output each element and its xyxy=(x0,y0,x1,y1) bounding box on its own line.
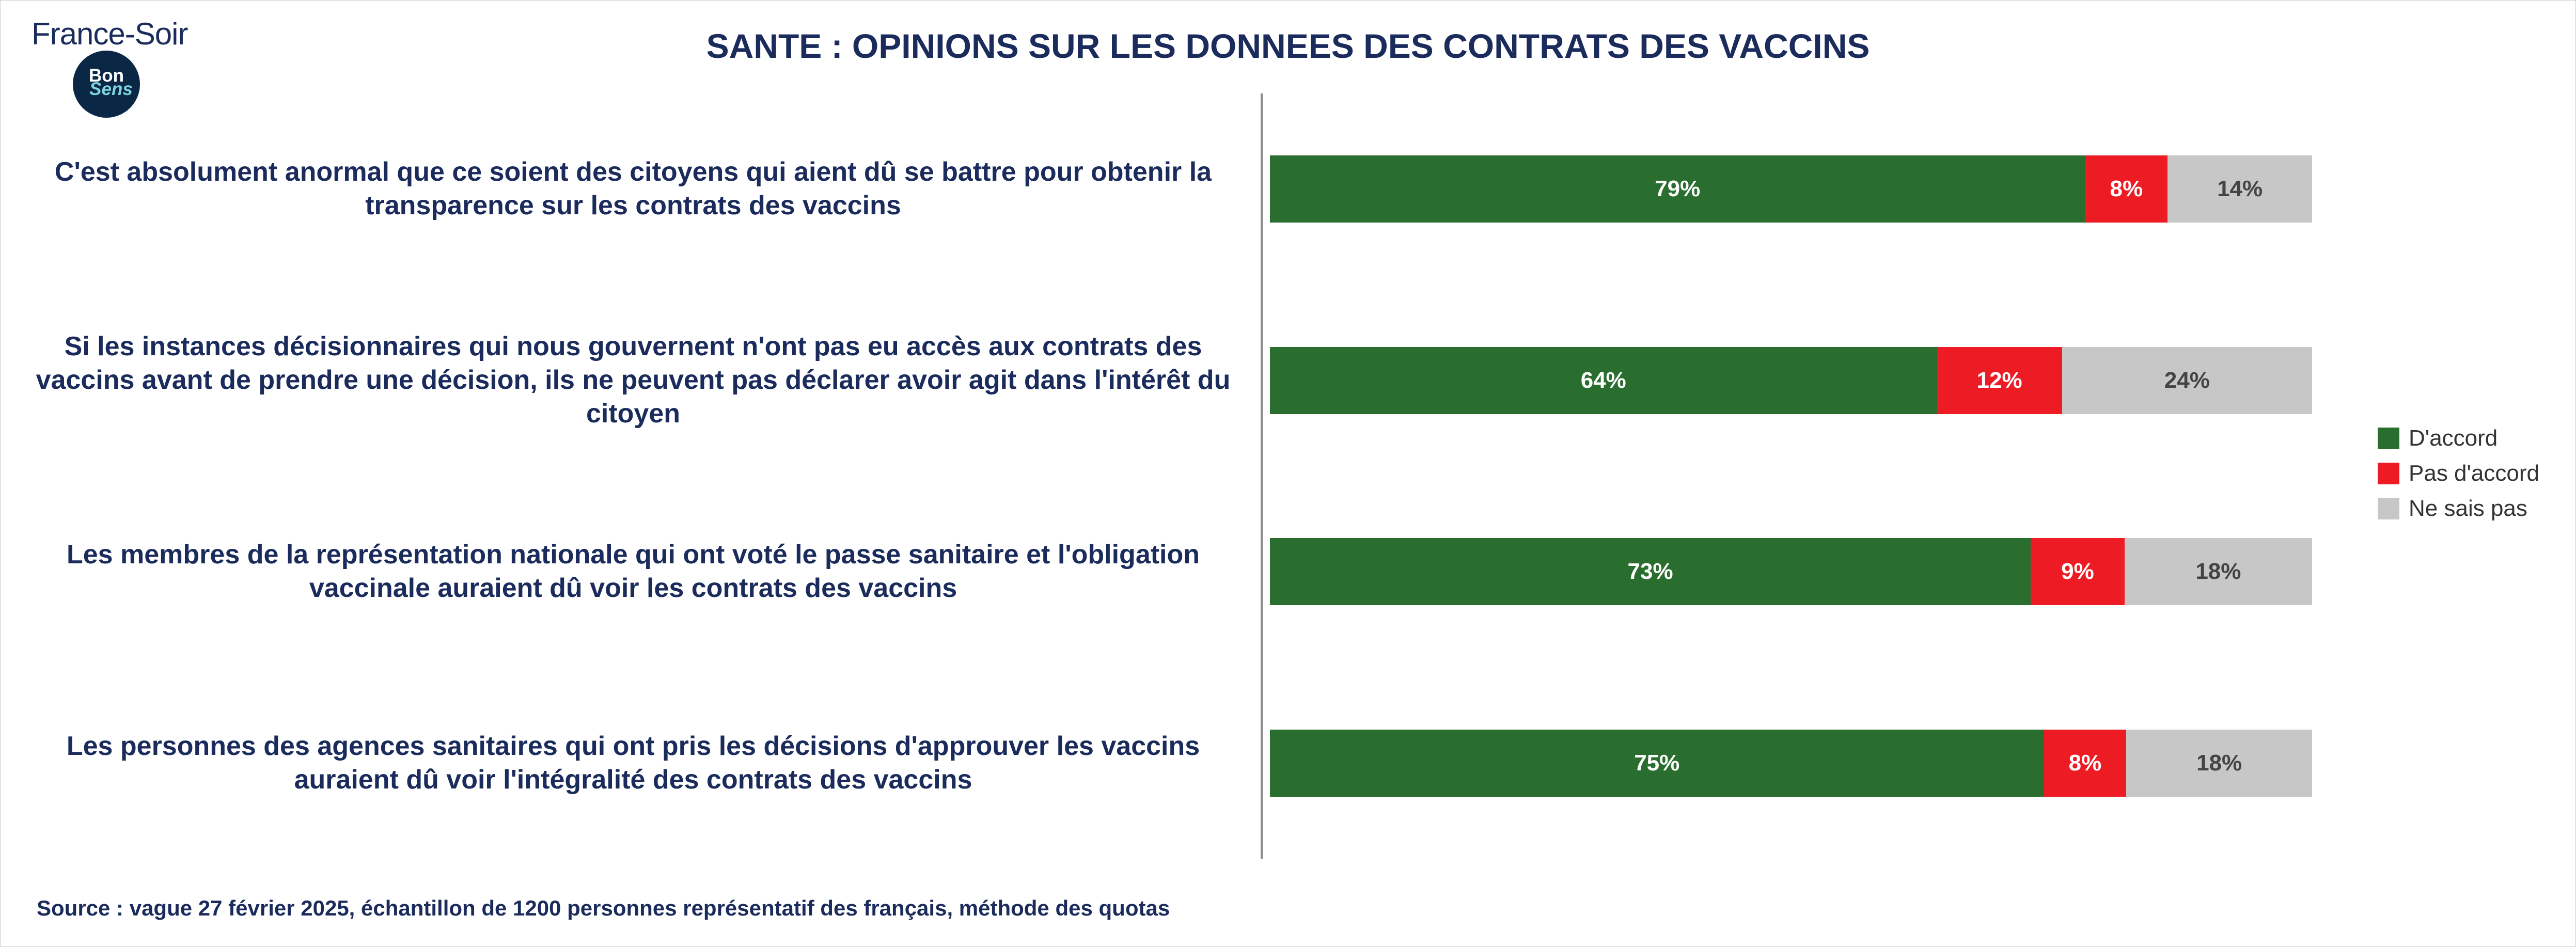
row-label: Les membres de la représentation nationa… xyxy=(32,476,1261,668)
bar-cell: 73%9%18% xyxy=(1269,476,2312,668)
chart-row: Les membres de la représentation nationa… xyxy=(32,476,2312,668)
legend-item: D'accord xyxy=(2378,425,2539,451)
plot-area: C'est absolument anormal que ce soient d… xyxy=(32,93,2312,859)
axis-divider xyxy=(1261,285,1263,477)
bar-segment-disagree: 8% xyxy=(2044,730,2127,797)
bar-cell: 64%12%24% xyxy=(1269,285,2312,477)
row-label: Les personnes des agences sanitaires qui… xyxy=(32,668,1261,859)
bar-segment-dontknow: 18% xyxy=(2126,730,2312,797)
chart-title: SANTE : OPINIONS SUR LES DONNEES DES CON… xyxy=(1,26,2575,66)
bar-track: 73%9%18% xyxy=(1270,538,2312,605)
bar-segment-agree: 75% xyxy=(1270,730,2044,797)
axis-divider xyxy=(1261,93,1263,285)
legend-swatch xyxy=(2378,463,2399,484)
source-text: Source : vague 27 février 2025, échantil… xyxy=(37,896,1170,921)
legend-label: D'accord xyxy=(2409,425,2498,451)
bar-segment-dontknow: 18% xyxy=(2125,538,2312,605)
bar-track: 75%8%18% xyxy=(1270,730,2312,797)
row-label: C'est absolument anormal que ce soient d… xyxy=(32,93,1261,285)
bar-cell: 79%8%14% xyxy=(1269,93,2312,285)
bar-segment-agree: 64% xyxy=(1270,347,1937,414)
bar-segment-disagree: 12% xyxy=(1937,347,2062,414)
axis-divider xyxy=(1261,668,1263,859)
chart-row: C'est absolument anormal que ce soient d… xyxy=(32,93,2312,285)
bar-segment-agree: 79% xyxy=(1270,155,2085,223)
legend-item: Pas d'accord xyxy=(2378,461,2539,486)
chart-row: Si les instances décisionnaires qui nous… xyxy=(32,285,2312,477)
row-label: Si les instances décisionnaires qui nous… xyxy=(32,285,1261,477)
bar-segment-dontknow: 24% xyxy=(2062,347,2312,414)
legend-item: Ne sais pas xyxy=(2378,496,2539,522)
bar-track: 64%12%24% xyxy=(1270,347,2312,414)
chart-row: Les personnes des agences sanitaires qui… xyxy=(32,668,2312,859)
bar-cell: 75%8%18% xyxy=(1269,668,2312,859)
legend: D'accord Pas d'accord Ne sais pas xyxy=(2378,416,2539,531)
legend-label: Pas d'accord xyxy=(2409,461,2539,486)
bar-track: 79%8%14% xyxy=(1270,155,2312,223)
bar-segment-disagree: 9% xyxy=(2031,538,2125,605)
bar-segment-dontknow: 14% xyxy=(2167,155,2312,223)
legend-label: Ne sais pas xyxy=(2409,496,2527,522)
legend-swatch xyxy=(2378,498,2399,519)
legend-swatch xyxy=(2378,428,2399,449)
bar-segment-agree: 73% xyxy=(1270,538,2031,605)
axis-divider xyxy=(1261,476,1263,668)
bar-segment-disagree: 8% xyxy=(2085,155,2167,223)
